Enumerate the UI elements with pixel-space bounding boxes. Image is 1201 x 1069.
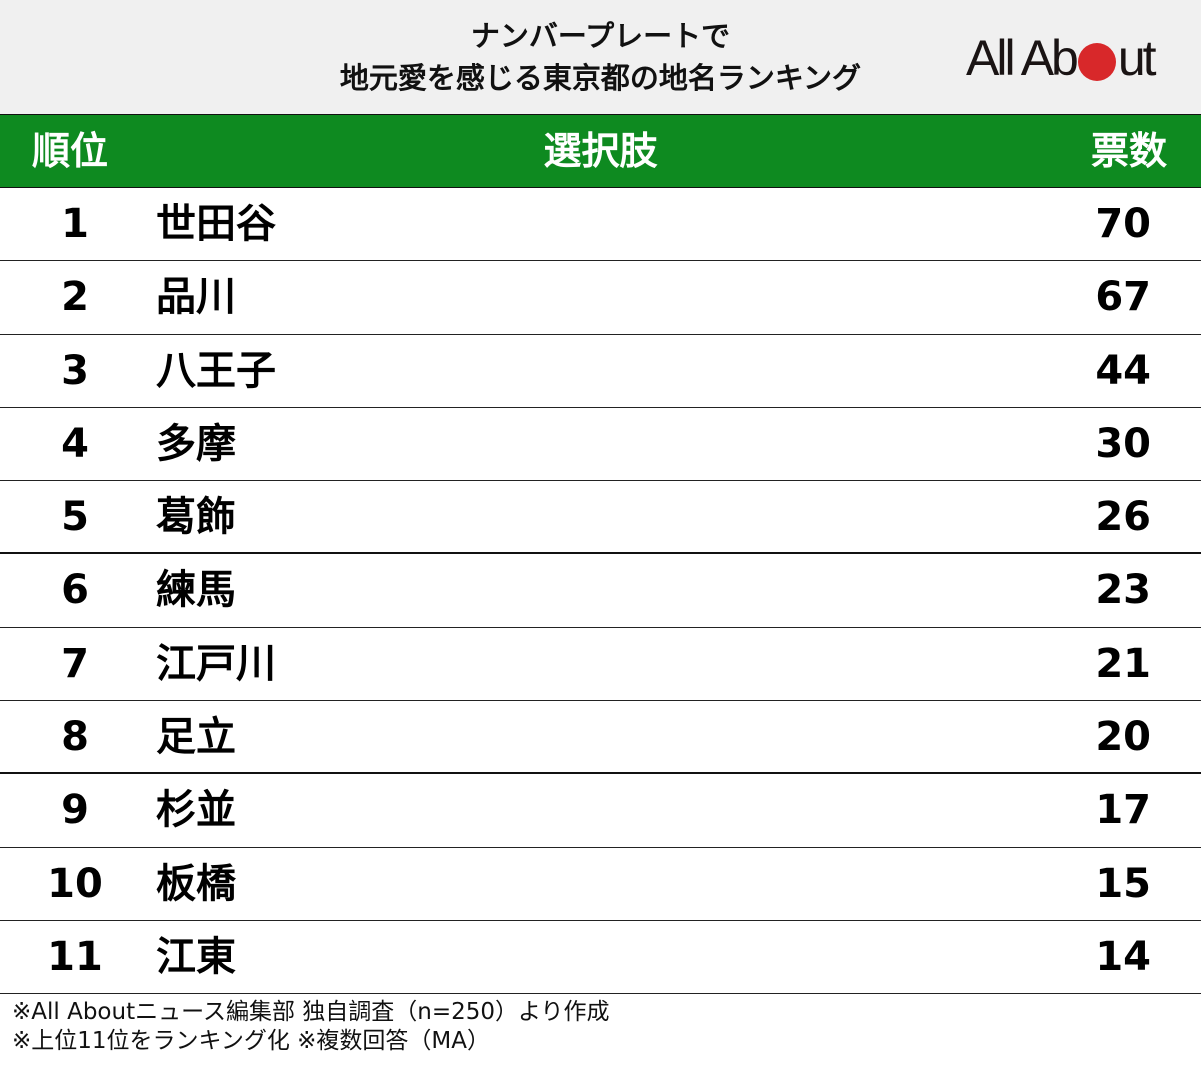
rank-cell: 4 [61,420,89,467]
rank-cell: 1 [61,201,89,247]
rank-cell: 2 [61,274,89,321]
rank-cell: 10 [47,860,103,907]
all-about-logo: All Ab ut [966,30,1157,86]
footer-note-method: ※上位11位をランキング化 ※複数回答（MA） [12,1028,491,1054]
column-header-votes: 票数 [1090,129,1167,173]
table-row: 7 江戸川 21 [0,628,1201,702]
name-cell: 八王子 [156,347,276,394]
table-row: 8 足立 20 [0,701,1201,775]
footer-notes: ※All Aboutニュース編集部 独自調査（n=250）より作成 ※上位11位… [12,998,610,1056]
votes-cell: 23 [1095,567,1151,614]
table-row: 11 江東 14 [0,921,1201,995]
votes-cell: 14 [1095,933,1151,980]
name-cell: 多摩 [156,420,236,467]
votes-cell: 44 [1095,347,1151,394]
logo-text-start: All Ab [966,30,1079,86]
table-row: 2 品川 67 [0,261,1201,335]
rank-cell: 5 [61,494,89,541]
table-header: 選択肢 順位 票数 [0,114,1201,188]
name-cell: 江戸川 [156,640,276,687]
name-cell: 品川 [156,274,236,321]
logo-red-dot-icon [1077,43,1116,81]
title-area: ナンバープレートで 地元愛を感じる東京都の地名ランキング All Ab ut [0,0,1201,114]
rank-cell: 8 [61,714,89,761]
name-cell: 練馬 [156,567,236,614]
votes-cell: 26 [1095,494,1151,541]
name-cell: 世田谷 [156,201,276,247]
votes-cell: 67 [1095,274,1151,321]
name-cell: 杉並 [156,787,236,834]
rank-cell: 6 [61,567,89,614]
rank-cell: 3 [61,347,89,394]
column-header-rank: 順位 [32,129,109,173]
page-title-line2: 地元愛を感じる東京都の地名ランキング [339,61,862,95]
rank-cell: 11 [47,933,103,980]
table-row: 3 八王子 44 [0,335,1201,408]
footer-note-source: ※All Aboutニュース編集部 独自調査（n=250）より作成 [12,999,610,1025]
page-title-line1: ナンバープレートで [470,19,731,53]
name-cell: 江東 [156,933,236,980]
name-cell: 足立 [156,714,236,761]
votes-cell: 15 [1095,860,1151,907]
table-row: 10 板橋 15 [0,848,1201,921]
votes-cell: 21 [1095,640,1151,687]
votes-cell: 17 [1095,787,1151,834]
ranking-table-body: 1 世田谷 70 2 品川 67 3 八王子 44 4 多摩 30 5 葛飾 2… [0,188,1201,995]
votes-cell: 70 [1095,201,1151,247]
rank-cell: 9 [61,787,89,834]
table-row: 1 世田谷 70 [0,188,1201,262]
table-row: 9 杉並 17 [0,774,1201,848]
logo-text-end: ut [1117,30,1157,86]
rank-cell: 7 [61,640,89,687]
table-row: 6 練馬 23 [0,554,1201,628]
votes-cell: 30 [1095,420,1151,467]
votes-cell: 20 [1095,714,1151,761]
table-row: 5 葛飾 26 [0,481,1201,555]
column-header-choice: 選択肢 [543,129,658,173]
name-cell: 葛飾 [156,494,236,541]
table-row: 4 多摩 30 [0,408,1201,482]
name-cell: 板橋 [156,860,236,907]
